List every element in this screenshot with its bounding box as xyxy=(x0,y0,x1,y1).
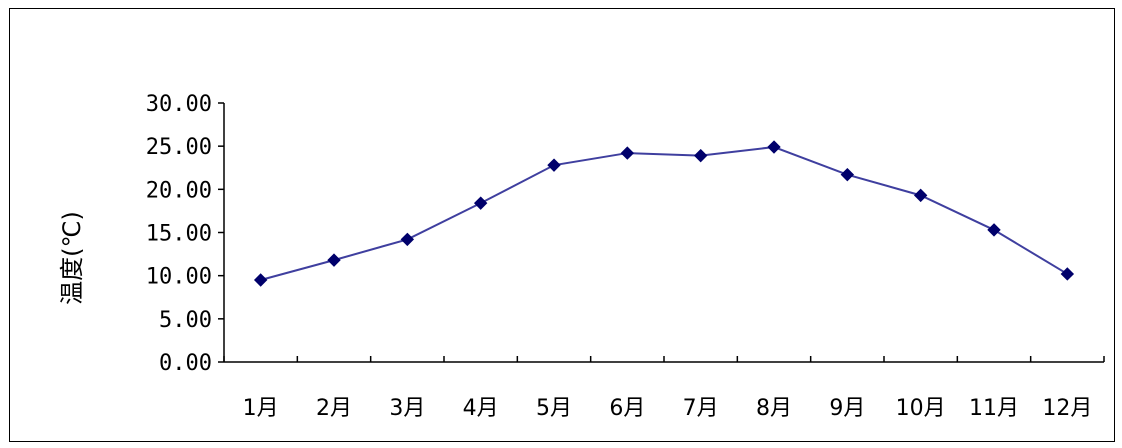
y-tick-label: 20.00 xyxy=(146,178,212,203)
x-tick-label: 1月 xyxy=(243,396,279,421)
x-tick-label: 12月 xyxy=(1042,396,1092,421)
data-point-marker xyxy=(620,146,635,160)
data-point-marker xyxy=(473,196,488,210)
data-point-marker xyxy=(913,188,928,203)
data-point-marker xyxy=(987,223,1001,237)
x-tick-label: 6月 xyxy=(609,396,645,421)
y-axis-label-group: 温度(℃) xyxy=(58,211,86,305)
data-point-marker xyxy=(693,148,708,163)
x-tick-label: 3月 xyxy=(389,396,425,421)
data-point-marker xyxy=(547,158,561,172)
chart-frame xyxy=(9,8,1115,442)
x-tick-label: 2月 xyxy=(316,396,352,421)
x-tick-label: 8月 xyxy=(756,396,792,421)
axes xyxy=(223,103,1104,363)
x-tick-label: 9月 xyxy=(829,396,865,421)
y-axis-ticks: 0.00 5.00 10.00 15.00 20.00 25.00 30.00 xyxy=(146,92,224,376)
y-tick-label: 15.00 xyxy=(146,222,212,247)
y-tick-label: 25.00 xyxy=(146,135,212,160)
data-point-marker xyxy=(327,253,341,267)
x-tick-label: 10月 xyxy=(896,396,946,421)
data-point-marker xyxy=(253,273,268,287)
data-point-marker xyxy=(767,140,781,154)
data-point-marker xyxy=(400,232,415,247)
y-tick-label: 30.00 xyxy=(146,92,212,117)
series-group xyxy=(253,140,1075,287)
data-point-marker xyxy=(840,167,855,182)
y-tick-label: 10.00 xyxy=(146,265,212,290)
series-line xyxy=(260,146,1068,281)
data-point-marker xyxy=(1060,267,1075,281)
y-tick-label: 5.00 xyxy=(159,308,212,333)
y-axis-label: 温度(℃) xyxy=(58,211,86,305)
x-tick-label: 5月 xyxy=(536,396,572,421)
y-tick-label: 0.00 xyxy=(159,351,212,376)
x-tick-label: 11月 xyxy=(969,396,1019,421)
x-tick-label: 4月 xyxy=(463,396,499,421)
x-tick-label: 7月 xyxy=(683,396,719,421)
x-axis-ticks: 1月 2月 3月 4月 5月 6月 7月 8月 9月 10月 11月 12月 xyxy=(223,356,1105,421)
